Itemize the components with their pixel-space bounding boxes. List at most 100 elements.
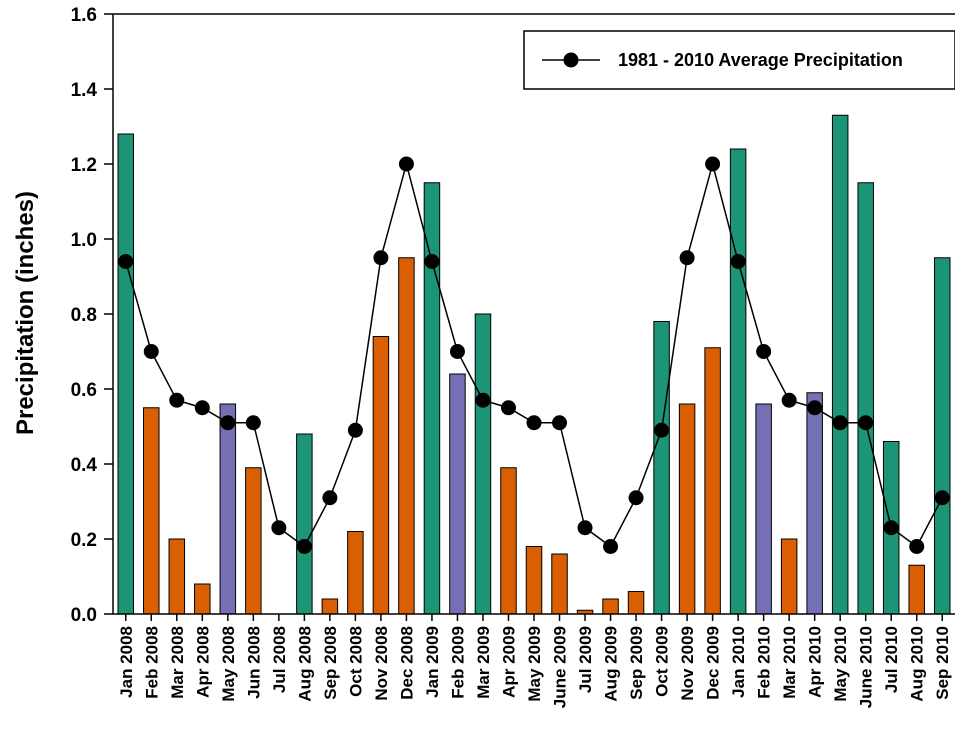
bar-8	[321, 598, 339, 615]
x-tick-label-15: Apr 2009	[499, 626, 518, 698]
average-point-0	[118, 254, 134, 269]
x-tick-label-5: Jun 2008	[244, 626, 263, 699]
bars-layer	[117, 114, 951, 615]
average-point-25	[756, 344, 772, 359]
x-tick-label-6: Jul 2008	[270, 626, 289, 693]
legend-label: 1981 - 2010 Average Precipitation	[618, 50, 903, 70]
x-tick-label-0: Jan 2008	[117, 626, 136, 698]
bar-16	[525, 546, 543, 615]
average-point-32	[934, 490, 950, 506]
x-tick-label-20: Sep 2009	[627, 626, 646, 700]
average-point-31	[909, 539, 925, 554]
bar-23	[704, 347, 721, 615]
x-tick-label-32: Sep 2010	[933, 626, 952, 700]
bar-12	[423, 182, 441, 615]
y-tick-label-8: 1.6	[71, 5, 97, 26]
average-point-3	[194, 400, 210, 416]
average-point-9	[347, 422, 363, 438]
x-tick-label-24: Jan 2010	[729, 626, 748, 698]
x-tick-label-29: June 2010	[857, 626, 876, 708]
average-point-4	[220, 415, 236, 431]
x-tick-label-22: Nov 2009	[678, 626, 697, 701]
x-tick-label-17: June 2009	[551, 626, 570, 708]
average-point-7	[296, 539, 312, 554]
average-point-14	[475, 392, 491, 408]
x-tick-label-25: Feb 2010	[755, 626, 774, 699]
average-point-29	[858, 415, 874, 431]
bar-2	[168, 538, 186, 615]
x-tick-label-8: Sep 2008	[321, 626, 340, 700]
average-point-6	[271, 520, 287, 536]
x-tick-label-27: Apr 2010	[806, 626, 825, 698]
y-axis-title: Precipitation (inches)	[12, 191, 39, 435]
y-tick-label-2: 0.4	[71, 455, 98, 476]
y-tick-label-6: 1.2	[71, 155, 97, 176]
average-line-layer	[118, 156, 950, 554]
x-tick-label-26: Mar 2010	[780, 626, 799, 699]
average-point-2	[169, 392, 185, 408]
bar-10	[372, 336, 390, 615]
average-point-13	[449, 344, 465, 359]
bar-5	[245, 467, 262, 615]
bar-25	[755, 403, 772, 615]
bar-32	[933, 257, 951, 615]
average-point-21	[654, 422, 670, 438]
x-tick-label-31: Aug 2010	[908, 626, 927, 702]
y-tick-label-7: 1.4	[71, 80, 98, 101]
bar-24	[729, 148, 747, 615]
x-tick-label-18: Jul 2009	[576, 626, 595, 693]
bar-4	[219, 403, 237, 615]
x-tick-label-7: Aug 2008	[295, 626, 314, 702]
average-point-17	[552, 415, 568, 431]
x-tick-label-21: Oct 2009	[653, 626, 672, 697]
bar-11	[398, 257, 415, 615]
x-tick-label-16: May 2009	[525, 626, 544, 702]
y-tick-label-4: 0.8	[71, 305, 97, 326]
x-tick-label-9: Oct 2008	[346, 626, 365, 697]
average-point-5	[245, 415, 261, 431]
average-point-24	[730, 254, 746, 269]
average-point-16	[526, 415, 542, 431]
x-tick-label-10: Nov 2008	[372, 626, 391, 701]
bar-9	[347, 531, 364, 615]
bar-1	[143, 407, 160, 615]
average-point-15	[500, 400, 516, 416]
bar-7	[296, 433, 313, 615]
legend: 1981 - 2010 Average Precipitation	[523, 30, 955, 90]
x-tick-label-14: Mar 2009	[474, 626, 493, 699]
average-point-30	[883, 520, 899, 536]
bar-26	[780, 538, 798, 615]
average-point-27	[807, 400, 823, 416]
x-tick-label-12: Jan 2009	[423, 626, 442, 698]
bar-15	[500, 467, 517, 615]
average-point-1	[143, 344, 159, 359]
bar-14	[474, 313, 492, 615]
bar-31	[908, 564, 925, 615]
x-tick-label-30: Jul 2010	[882, 626, 901, 693]
bar-17	[551, 553, 568, 615]
average-point-23	[705, 156, 721, 172]
average-point-8	[322, 490, 338, 506]
x-tick-label-19: Aug 2009	[602, 626, 621, 702]
y-tick-label-1: 0.2	[71, 530, 97, 551]
x-tick-label-3: Apr 2008	[193, 626, 212, 698]
average-point-20	[628, 490, 644, 506]
average-point-22	[679, 250, 695, 266]
bar-20	[627, 591, 645, 615]
x-tick-label-11: Dec 2008	[397, 626, 416, 700]
x-tick-label-1: Feb 2008	[142, 626, 161, 699]
x-tick-label-28: May 2010	[831, 626, 850, 702]
y-tick-label-3: 0.6	[71, 380, 97, 401]
bar-19	[602, 598, 619, 615]
bar-21	[653, 321, 670, 615]
axes-layer: 0.0 0.2 0.4 0.6 0.8 1.0 1.2 1.4 1.6 Jan 2008 Feb 2…	[71, 5, 955, 708]
average-point-28	[832, 415, 848, 431]
bar-0	[117, 133, 135, 615]
x-tick-label-13: Feb 2009	[448, 626, 467, 699]
average-point-18	[577, 520, 593, 536]
average-point-11	[398, 156, 414, 172]
average-point-19	[603, 539, 619, 554]
x-tick-label-23: Dec 2009	[704, 626, 723, 700]
average-point-12	[424, 254, 440, 269]
